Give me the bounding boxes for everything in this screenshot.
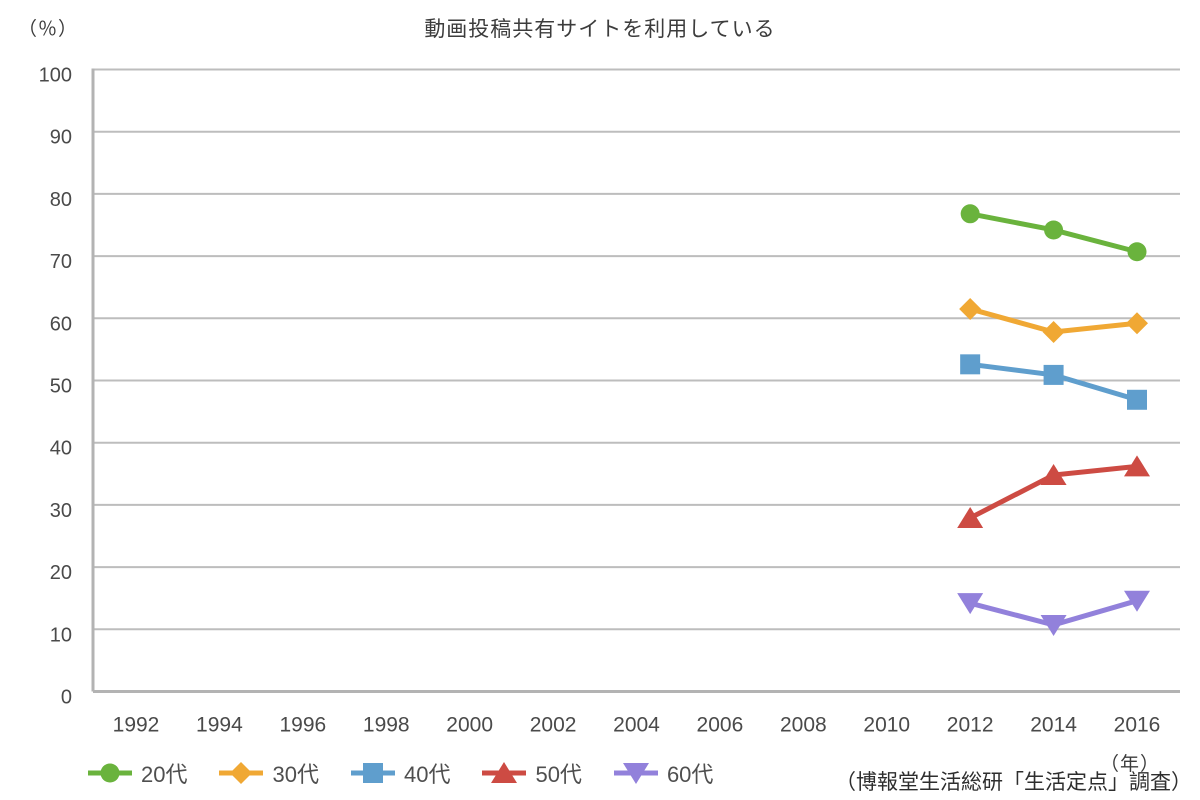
legend-triangle-down-marker [622, 763, 649, 784]
legend-label: 50代 [535, 762, 582, 787]
legend-label: 40代 [403, 762, 451, 787]
y-tick-label: 100 [39, 65, 72, 87]
x-tick-label: 1998 [363, 714, 410, 737]
series-diamond-marker [1126, 312, 1148, 335]
y-tick-label: 60 [50, 313, 72, 335]
triangle-down-marker-icon [613, 763, 658, 784]
triangle-up-marker-icon [482, 762, 527, 783]
x-tick-label: 2000 [446, 714, 493, 737]
source-note: （博報堂生活総研「生活定点」調査） [835, 771, 1192, 794]
series-square-marker [960, 354, 981, 375]
legend: 20代 30代 40代 50代 60代 [88, 757, 713, 789]
series-square-marker [1043, 364, 1064, 385]
legend-item: 20代 [88, 757, 187, 789]
x-tick-label: 2012 [947, 714, 994, 737]
legend-label: 30代 [272, 762, 319, 787]
y-tick-label: 80 [50, 189, 72, 211]
series-triangle-up-marker [1124, 455, 1150, 477]
series-triangle-down-marker [1124, 590, 1150, 612]
legend-item: 50代 [482, 757, 582, 789]
diamond-marker-icon [219, 762, 264, 784]
legend-triangle-up-marker [491, 762, 518, 783]
x-axis-unit-label: （年） [1099, 754, 1160, 775]
x-tick-label: 1996 [279, 714, 326, 737]
legend-item: 30代 [219, 757, 319, 789]
legend-diamond-marker [230, 762, 253, 784]
x-tick-label: 2006 [697, 714, 744, 737]
series-diamond-marker [1042, 320, 1065, 343]
y-tick-label: 0 [61, 687, 72, 709]
series-circle-marker [1127, 242, 1147, 262]
x-tick-label: 2004 [613, 714, 660, 737]
x-tick-label: 2002 [530, 714, 577, 737]
chart-title: 動画投稿共有サイトを利用している [424, 18, 776, 41]
x-tick-label: 2014 [1030, 714, 1077, 737]
y-tick-label: 20 [50, 562, 72, 584]
y-tick-label: 40 [50, 438, 72, 460]
y-tick-label: 50 [50, 376, 72, 398]
legend-circle-marker [100, 763, 120, 783]
x-tick-label: 2016 [1114, 714, 1161, 737]
x-tick-label: 1992 [113, 714, 160, 737]
series-triangle-down-marker [1040, 614, 1067, 636]
legend-square-marker [362, 763, 383, 783]
legend-item: 60代 [613, 757, 714, 789]
series-triangle-up-marker [1040, 464, 1067, 486]
x-tick-label: 2010 [863, 714, 910, 737]
y-tick-label: 70 [50, 251, 72, 273]
y-tick-label: 30 [50, 500, 72, 522]
y-tick-label: 90 [50, 127, 72, 149]
x-tick-label: 2008 [780, 714, 827, 737]
series-circle-marker [960, 204, 980, 224]
series-circle-marker [1044, 220, 1064, 240]
x-tick-label: 1994 [196, 714, 243, 737]
legend-label: 20代 [141, 762, 188, 787]
series-triangle-down-marker [957, 593, 984, 615]
y-axis-unit-label: （％） [18, 19, 79, 40]
series-square-marker [1127, 389, 1147, 410]
circle-marker-icon [88, 763, 132, 783]
series-diamond-marker [959, 297, 982, 320]
legend-label: 60代 [666, 762, 714, 787]
legend-item: 40代 [350, 757, 451, 789]
y-tick-label: 10 [50, 624, 72, 646]
series-triangle-up-marker [957, 506, 984, 528]
square-marker-icon [350, 763, 395, 783]
